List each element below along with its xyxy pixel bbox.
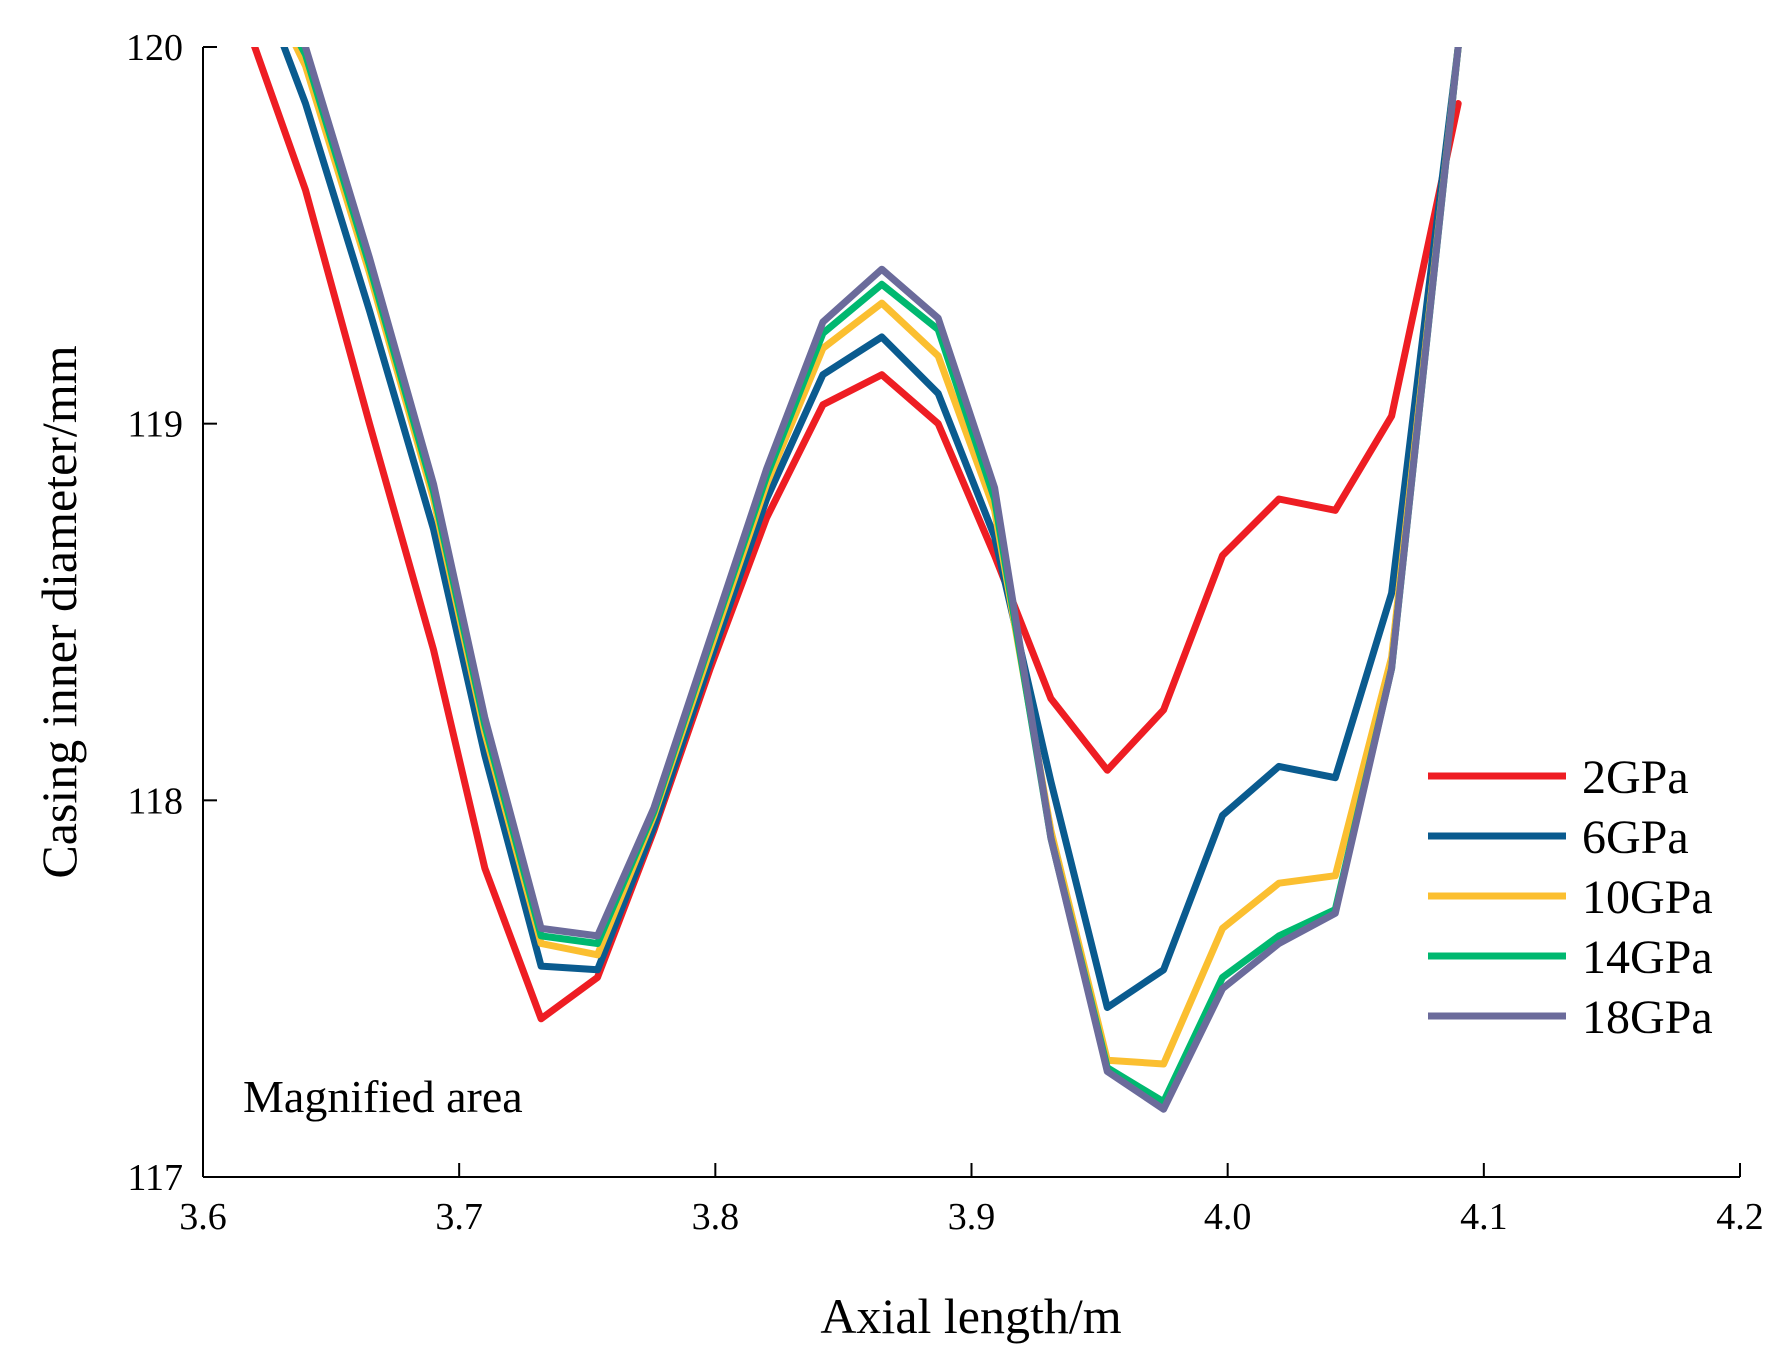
x-ticks: 3.6 3.7 3.8 3.9 4.0 4.1 4.2	[179, 1163, 1764, 1238]
legend-label-6GPa: 6GPa	[1582, 811, 1689, 864]
axes-layer	[202, 47, 1740, 1178]
x-tick-label-1: 3.7	[435, 1196, 483, 1238]
series-line-10GPa	[292, 47, 1462, 1068]
legend-label-18GPa: 18GPa	[1582, 991, 1713, 1044]
series-layer	[251, 47, 1462, 1113]
series-line-18GPa	[301, 47, 1462, 1113]
x-tick-label-6: 4.2	[1716, 1196, 1764, 1238]
x-tick-label-0: 3.6	[179, 1196, 227, 1238]
y-ticks: 117 118 119 120	[126, 27, 217, 1199]
legend-label-2GPa: 2GPa	[1582, 751, 1689, 804]
y-axis-title: Casing inner diameter/mm	[31, 345, 87, 878]
x-tick-label-2: 3.8	[692, 1196, 740, 1238]
legend-label-10GPa: 10GPa	[1582, 871, 1713, 924]
series-line-6GPa	[280, 47, 1462, 1011]
y-tick-label-0: 117	[127, 1157, 183, 1199]
x-tick-label-3: 3.9	[948, 1196, 996, 1238]
x-tick-label-5: 4.1	[1460, 1196, 1508, 1238]
legend: 2GPa 6GPa 10GPa 14GPa 18GPa	[1428, 751, 1713, 1044]
x-axis-title: Axial length/m	[820, 1288, 1121, 1344]
y-tick-label-2: 119	[127, 404, 183, 446]
magnified-area-annotation: Magnified area	[243, 1071, 523, 1122]
y-tick-label-1: 118	[127, 780, 183, 822]
series-line-2GPa	[251, 47, 1462, 1023]
series-line-14GPa	[297, 47, 1462, 1106]
y-tick-label-3: 120	[126, 27, 183, 69]
x-tick-label-4: 4.0	[1204, 1196, 1252, 1238]
legend-label-14GPa: 14GPa	[1582, 931, 1713, 984]
